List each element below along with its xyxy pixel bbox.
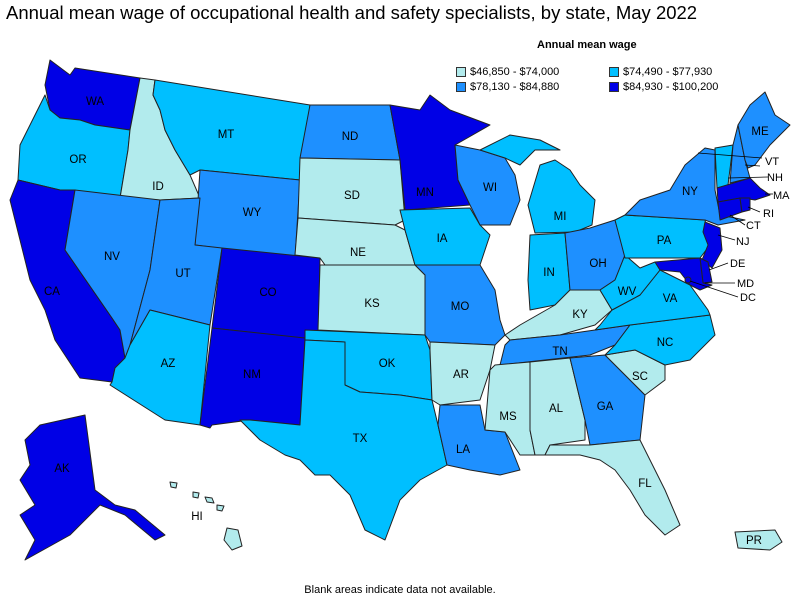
map-title: Annual mean wage of occupational health … bbox=[6, 2, 698, 23]
state-tx[interactable] bbox=[239, 339, 448, 541]
state-label-vt: VT bbox=[765, 156, 779, 168]
state-label-ia: IA bbox=[437, 233, 448, 245]
state-label-ar: AR bbox=[453, 369, 469, 381]
legend-title: Annual mean wage bbox=[537, 39, 637, 51]
state-label-in: IN bbox=[543, 267, 555, 279]
footnote: Blank areas indicate data not available. bbox=[304, 584, 496, 596]
state-ia[interactable] bbox=[399, 207, 491, 266]
state-label-nd: ND bbox=[342, 131, 359, 143]
state-me[interactable] bbox=[737, 91, 791, 169]
state-label-ri: RI bbox=[763, 208, 774, 220]
state-la[interactable] bbox=[437, 404, 521, 476]
state-label-tn: TN bbox=[552, 346, 567, 358]
state-nh[interactable] bbox=[729, 124, 751, 184]
state-ct[interactable] bbox=[717, 197, 743, 221]
state-label-ky: KY bbox=[572, 309, 588, 321]
state-label-wa: WA bbox=[86, 96, 104, 108]
legend-label-4: $84,930 - $100,200 bbox=[623, 81, 719, 93]
state-label-pr: PR bbox=[746, 535, 762, 547]
legend-label-2: $74,490 - $77,930 bbox=[623, 66, 713, 78]
legend-label-3: $78,130 - $84,880 bbox=[470, 81, 560, 93]
state-label-al: AL bbox=[549, 403, 564, 415]
state-ny[interactable] bbox=[624, 147, 746, 226]
state-label-ne: NE bbox=[350, 247, 366, 259]
legend-item-3: $78,130 - $84,880 bbox=[456, 81, 559, 93]
state-label-wy: WY bbox=[243, 207, 262, 219]
state-md[interactable] bbox=[654, 257, 713, 291]
state-label-mi: MI bbox=[554, 211, 567, 223]
state-label-oh: OH bbox=[589, 258, 606, 270]
state-label-dc: DC bbox=[740, 292, 756, 304]
state-label-nh: NH bbox=[767, 172, 783, 184]
state-label-pa: PA bbox=[657, 235, 672, 247]
state-dc[interactable] bbox=[684, 276, 692, 284]
state-label-ca: CA bbox=[44, 286, 60, 298]
legend-label-1: $46,850 - $74,000 bbox=[470, 66, 560, 78]
state-mi[interactable] bbox=[479, 134, 596, 234]
state-label-wv: WV bbox=[618, 286, 637, 298]
state-label-nm: NM bbox=[243, 369, 261, 381]
state-label-ut: UT bbox=[175, 268, 190, 280]
legend-item-1: $46,850 - $74,000 bbox=[456, 66, 559, 78]
legend-swatch-4 bbox=[609, 82, 619, 92]
state-label-co: CO bbox=[259, 287, 276, 299]
state-label-id: ID bbox=[152, 181, 164, 193]
legend-swatch-2 bbox=[609, 67, 619, 77]
state-label-nj: NJ bbox=[736, 236, 749, 248]
state-label-wi: WI bbox=[483, 182, 497, 194]
state-label-sc: SC bbox=[632, 371, 648, 383]
state-label-ak: AK bbox=[54, 463, 70, 475]
state-az[interactable] bbox=[109, 309, 211, 426]
state-label-md: MD bbox=[737, 278, 754, 290]
state-label-me: ME bbox=[751, 126, 769, 138]
state-label-az: AZ bbox=[161, 358, 176, 370]
state-ar[interactable] bbox=[429, 341, 496, 406]
state-wv[interactable] bbox=[599, 254, 661, 311]
state-label-or: OR bbox=[69, 154, 86, 166]
state-label-fl: FL bbox=[638, 478, 652, 490]
state-label-mn: MN bbox=[416, 187, 434, 199]
legend-swatch-3 bbox=[456, 82, 466, 92]
state-label-ga: GA bbox=[597, 401, 614, 413]
state-fl[interactable] bbox=[544, 439, 681, 536]
state-mo[interactable] bbox=[414, 264, 506, 346]
legend-swatch-1 bbox=[456, 67, 466, 77]
legend-item-2: $74,490 - $77,930 bbox=[609, 66, 712, 78]
state-label-mo: MO bbox=[451, 301, 470, 313]
state-label-mt: MT bbox=[218, 129, 235, 141]
state-label-ny: NY bbox=[682, 186, 698, 198]
state-ri[interactable] bbox=[739, 197, 751, 213]
state-pr[interactable] bbox=[734, 529, 783, 551]
state-label-hi: HI bbox=[191, 511, 203, 523]
state-label-ok: OK bbox=[379, 358, 396, 370]
legend-item-4: $84,930 - $100,200 bbox=[609, 81, 718, 93]
state-label-nc: NC bbox=[657, 337, 674, 349]
state-label-va: VA bbox=[663, 293, 678, 305]
state-label-nv: NV bbox=[104, 251, 120, 263]
state-ak[interactable] bbox=[19, 414, 166, 561]
state-label-la: LA bbox=[456, 444, 470, 456]
state-label-ma: MA bbox=[773, 190, 790, 202]
state-label-sd: SD bbox=[344, 190, 360, 202]
state-label-ks: KS bbox=[364, 298, 380, 310]
state-hi[interactable] bbox=[169, 481, 243, 551]
state-label-de: DE bbox=[730, 258, 745, 270]
state-label-ct: CT bbox=[746, 220, 761, 232]
state-sd[interactable] bbox=[297, 157, 406, 226]
state-label-ms: MS bbox=[499, 411, 517, 423]
state-labels: WA OR CA ID NV MT WY UT AZ CO NM ND SD NE KS OK TX MN IA MO… bbox=[44, 96, 790, 547]
state-label-tx: TX bbox=[353, 433, 368, 445]
